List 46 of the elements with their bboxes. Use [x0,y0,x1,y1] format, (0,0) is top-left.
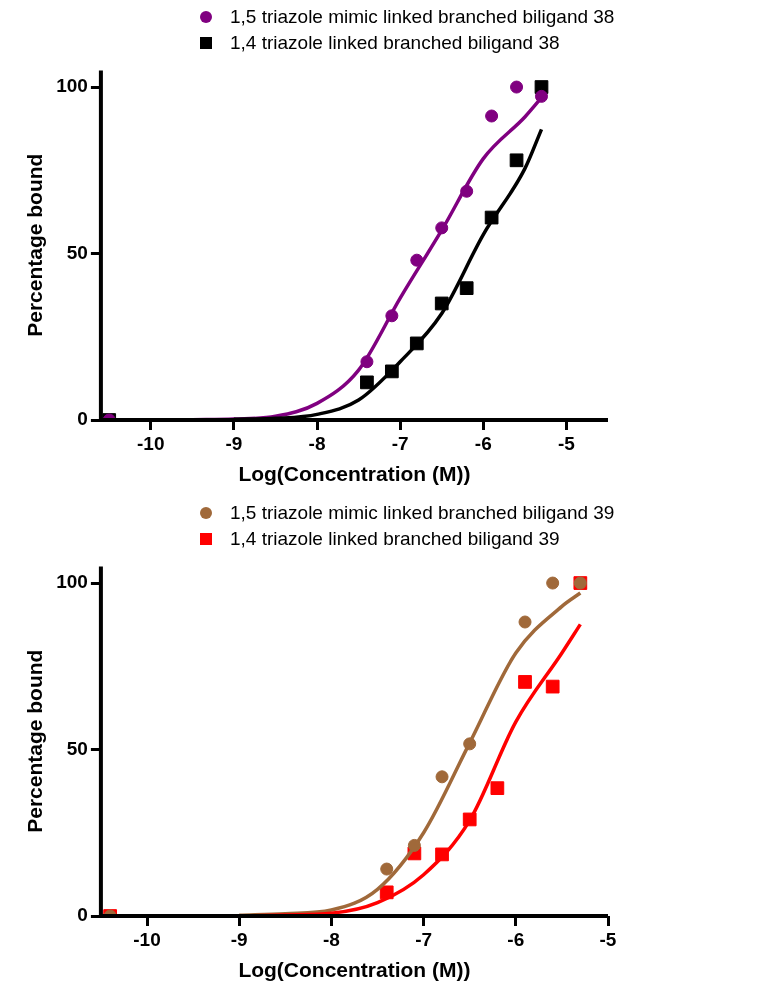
point [546,576,560,590]
point [385,309,399,323]
point [380,862,394,876]
y-tick-label: 50 [66,241,88,263]
y-tick-label: 50 [66,737,88,759]
point [463,737,477,751]
point [485,109,499,123]
x-axis-title: Log(Concentration (M)) [238,462,471,486]
point [518,675,532,689]
point [490,781,505,796]
y-tick-label: 100 [56,571,88,593]
x-tick-label: -7 [391,432,409,454]
point [435,770,449,784]
x-tick-label: -5 [599,928,617,950]
legend-label: 1,4 triazole linked branched biligand 39 [230,528,560,550]
legend-label: 1,4 triazole linked branched biligand 38 [230,32,560,54]
point [510,80,524,94]
point [410,253,424,267]
point [535,89,548,103]
x-tick-label: -10 [137,432,165,454]
x-tick-label: -5 [557,432,576,454]
y-axis-title: Percentage bound [23,153,47,337]
x-tick-label: -8 [308,432,326,454]
point [360,375,374,390]
point [459,281,474,296]
point [518,615,532,629]
point [545,679,560,694]
x-tick-label: -8 [322,928,340,950]
x-tick-label: -7 [415,928,433,950]
x-tick-label: -9 [225,432,243,454]
x-axis-title: Log(Concentration (M)) [238,958,471,982]
y-axis-title: Percentage bound [23,649,47,833]
x-tick-label: -6 [474,432,492,454]
y-tick-label: 0 [77,904,88,926]
x-tick-label: -10 [133,928,161,950]
point [460,184,474,198]
point [435,221,449,235]
x-tick-label: -9 [230,928,248,950]
point [407,838,421,852]
y-tick-label: 0 [77,408,88,430]
legend-label: 1,5 triazole mimic linked branched biligand 38 [230,6,615,28]
point [360,355,374,369]
y-tick-label: 100 [56,75,88,97]
legend-label: 1,5 triazole mimic linked branched biligand 39 [230,502,615,524]
x-tick-label: -6 [507,928,525,950]
point [509,153,524,168]
